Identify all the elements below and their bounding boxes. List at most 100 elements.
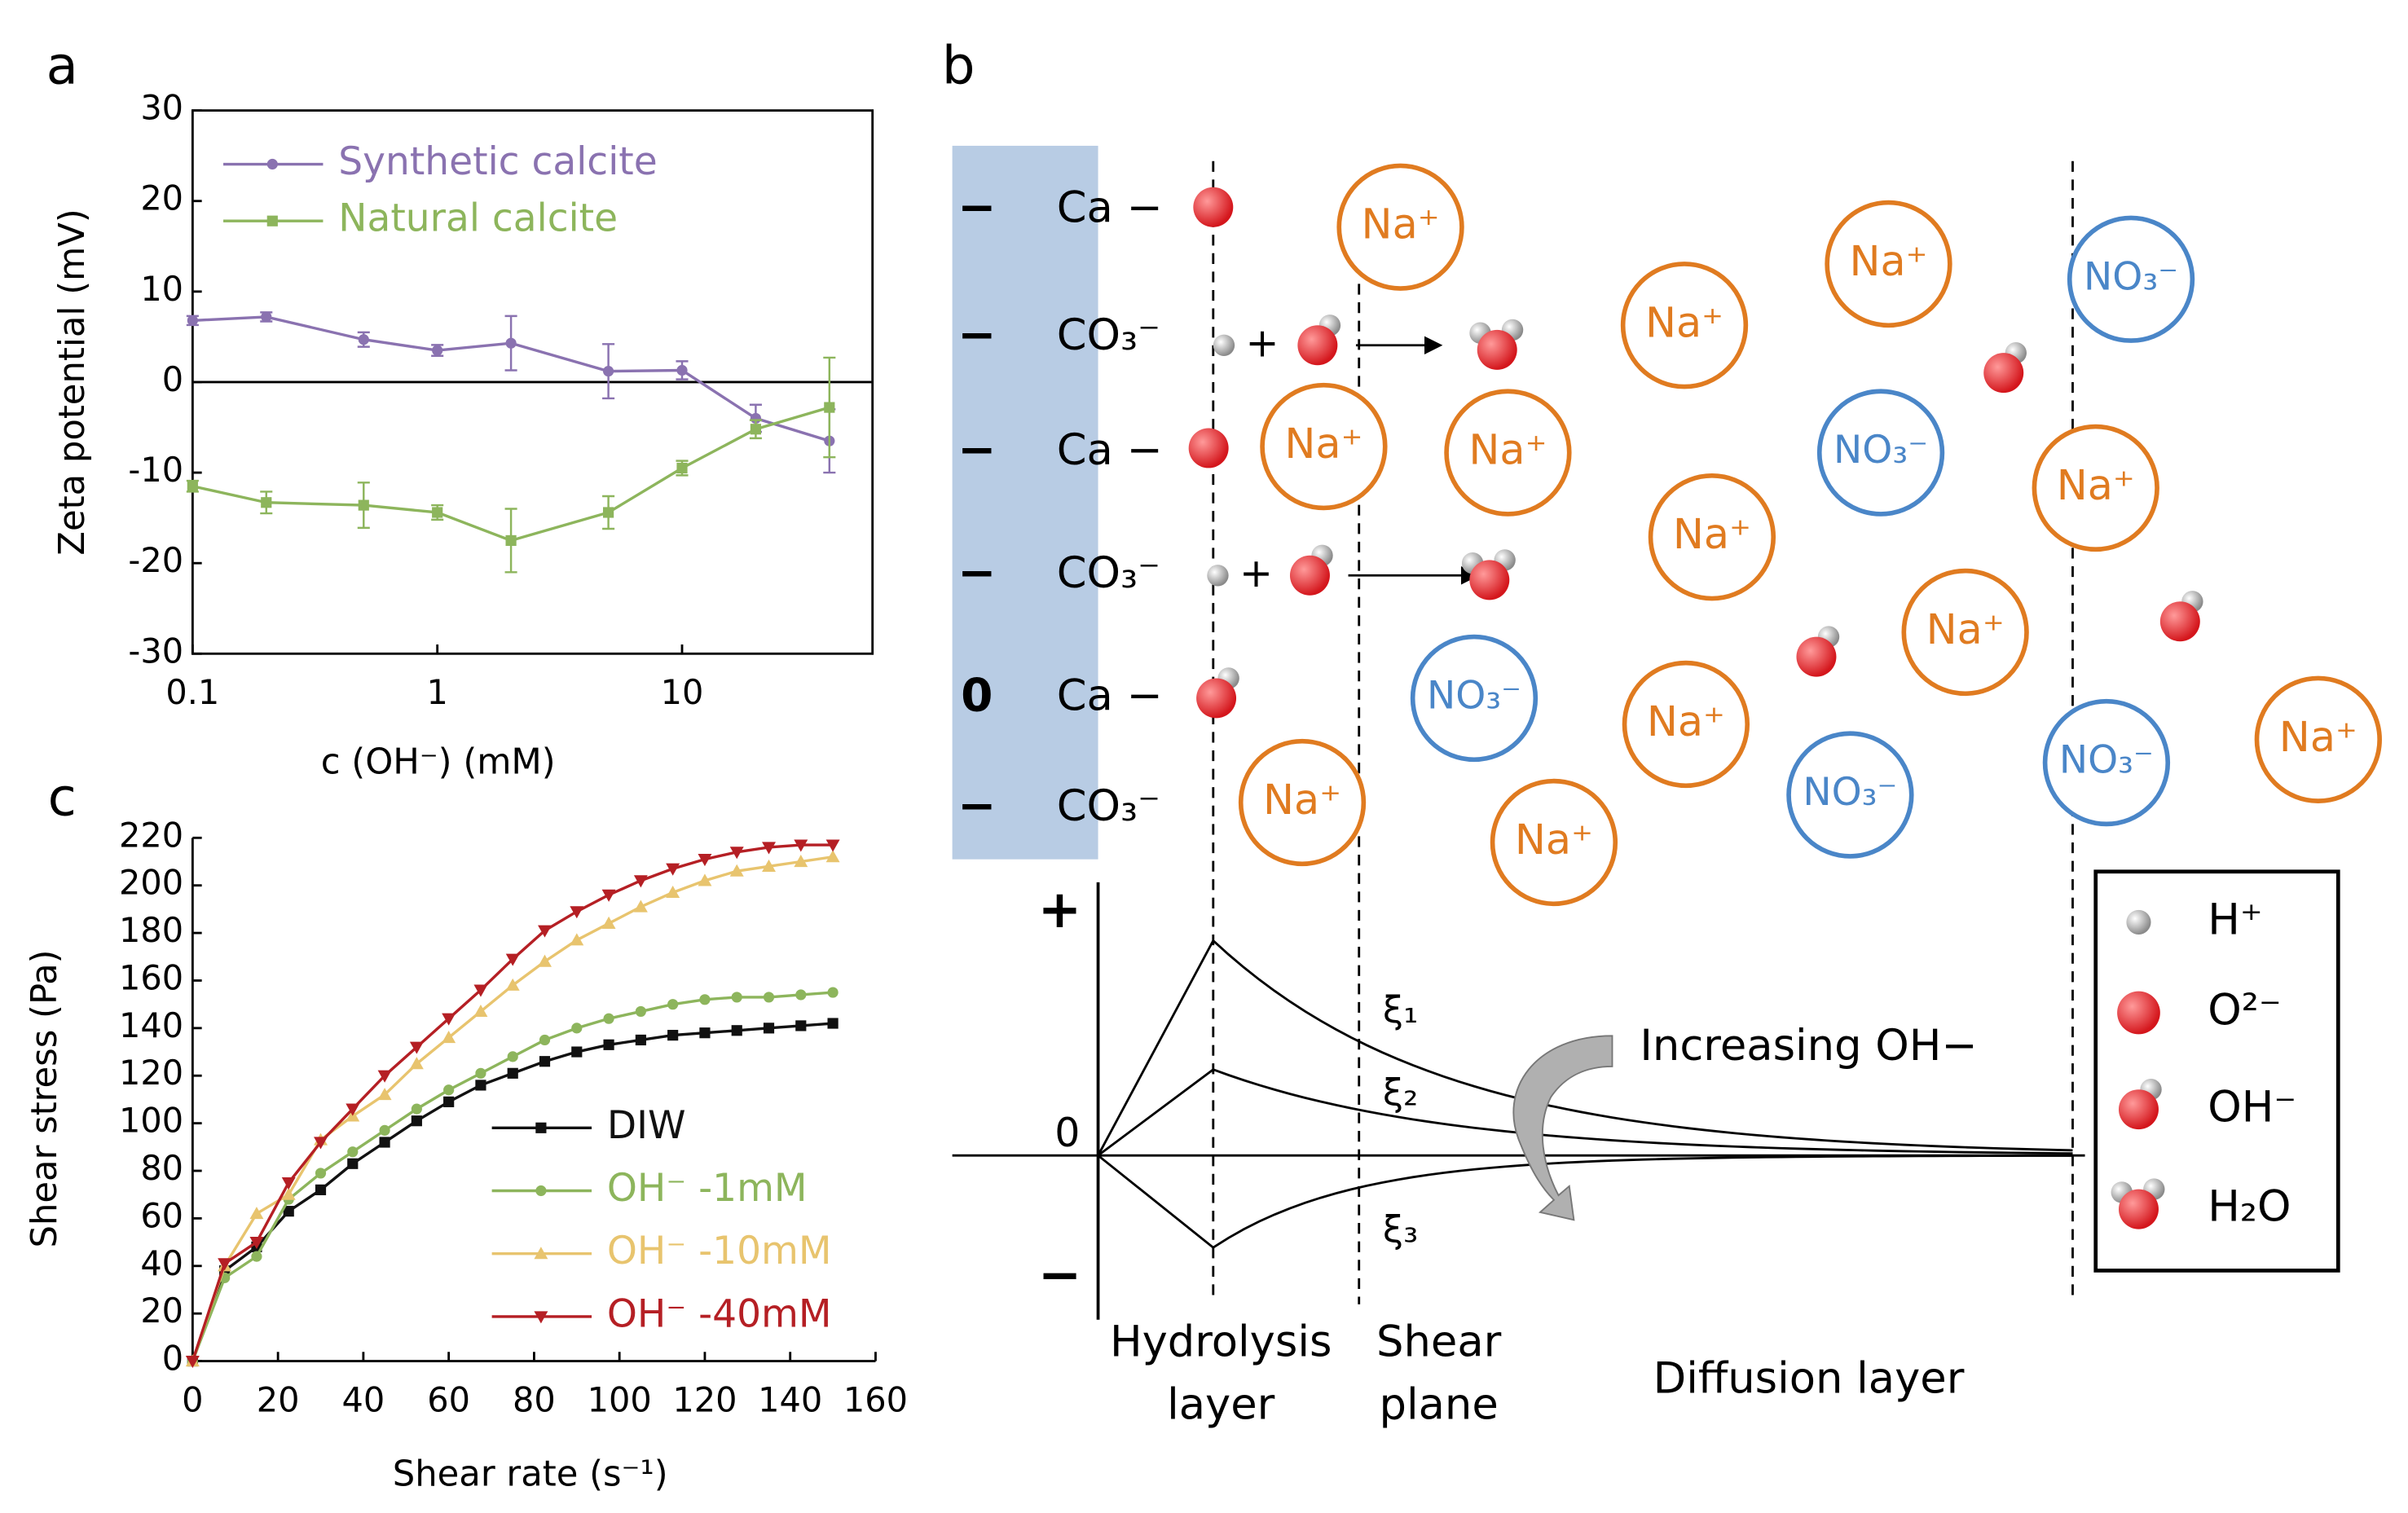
series-line bbox=[191, 843, 834, 1362]
data-point bbox=[432, 345, 443, 356]
oxygen-atom bbox=[1983, 353, 2024, 394]
ion-label: Na⁺ bbox=[1468, 426, 1547, 474]
data-point bbox=[731, 992, 742, 1003]
data-point bbox=[633, 899, 648, 913]
data-point bbox=[539, 1034, 551, 1046]
ion-label: Na⁺ bbox=[1926, 605, 2005, 653]
data-point bbox=[763, 992, 775, 1003]
data-point bbox=[603, 1013, 614, 1024]
ion-label: Na⁺ bbox=[2057, 461, 2135, 509]
x-tick-label: 80 bbox=[513, 1380, 556, 1419]
data-point bbox=[729, 847, 744, 860]
data-point bbox=[676, 462, 688, 474]
data-point bbox=[729, 864, 744, 877]
series-line bbox=[191, 855, 834, 1362]
data-point bbox=[603, 1039, 614, 1050]
layer-label: Shear bbox=[1376, 1317, 1502, 1366]
data-point bbox=[432, 507, 443, 518]
x-axis-label: Shear rate (s⁻¹) bbox=[393, 1454, 668, 1494]
data-point bbox=[698, 853, 712, 867]
x-tick-label: 60 bbox=[427, 1380, 470, 1419]
data-point bbox=[539, 1056, 551, 1067]
ion-circle bbox=[1816, 389, 1945, 517]
ion-label: NO₃⁻ bbox=[1834, 428, 1928, 473]
data-point bbox=[603, 366, 614, 377]
potential-curve bbox=[1097, 1068, 2073, 1157]
x-tick-label: 40 bbox=[342, 1380, 385, 1419]
y-axis-label: Shear stress (Pa) bbox=[24, 949, 65, 1247]
data-point bbox=[251, 1251, 262, 1262]
data-point bbox=[762, 859, 776, 872]
oxygen-atom bbox=[2117, 991, 2160, 1035]
legend-label: O²⁻ bbox=[2208, 986, 2281, 1036]
panel-label: a bbox=[46, 36, 78, 96]
ion-circle bbox=[1336, 163, 1464, 291]
x-tick-label: 120 bbox=[672, 1380, 737, 1419]
y-tick-label: 40 bbox=[140, 1244, 183, 1283]
data-point bbox=[377, 1070, 392, 1083]
data-point bbox=[358, 499, 369, 511]
data-point bbox=[411, 1115, 422, 1127]
x-tick-label: 10 bbox=[661, 673, 704, 712]
increasing-arrow bbox=[1512, 1035, 1613, 1221]
data-point bbox=[601, 916, 616, 930]
data-point bbox=[409, 1041, 424, 1054]
x-tick-label: 140 bbox=[758, 1380, 822, 1419]
data-point bbox=[795, 1020, 807, 1031]
data-point bbox=[473, 1004, 488, 1018]
data-point bbox=[535, 1122, 547, 1133]
data-point bbox=[442, 1031, 456, 1044]
data-point bbox=[699, 1027, 711, 1039]
surface-group: CO₃⁻ bbox=[1057, 548, 1160, 598]
legend-label: OH⁻ bbox=[2208, 1082, 2296, 1132]
data-point bbox=[635, 1034, 646, 1046]
layer-label: Hydrolysis bbox=[1110, 1317, 1332, 1366]
ion-circle bbox=[1238, 738, 1367, 867]
surface-group: Ca − bbox=[1057, 425, 1163, 475]
data-point bbox=[409, 1057, 424, 1070]
data-point bbox=[507, 1051, 518, 1062]
data-point bbox=[794, 855, 808, 868]
surface-slab bbox=[952, 145, 1098, 860]
y-tick-label: 30 bbox=[140, 89, 183, 128]
oxygen-atom bbox=[2159, 601, 2200, 642]
surface-group: CO₃⁻ bbox=[1057, 310, 1160, 360]
data-point bbox=[535, 1185, 547, 1197]
data-point bbox=[603, 507, 614, 518]
ion-circle bbox=[1260, 382, 1388, 511]
data-point bbox=[505, 534, 517, 547]
data-point bbox=[795, 989, 807, 1001]
ion-label: Na⁺ bbox=[1284, 420, 1362, 468]
data-point bbox=[827, 987, 839, 998]
panel-label: b bbox=[942, 36, 975, 96]
ion-circle bbox=[1622, 660, 1750, 789]
data-point bbox=[475, 1067, 486, 1079]
surface-charge: − bbox=[957, 780, 996, 833]
potential-sign: − bbox=[1038, 1245, 1082, 1305]
data-point bbox=[534, 1311, 548, 1324]
surface-charge: − bbox=[957, 424, 996, 477]
ion-label: Na⁺ bbox=[1515, 816, 1593, 864]
data-point bbox=[185, 1355, 200, 1369]
y-tick-label: 20 bbox=[140, 1291, 183, 1330]
potential-sign: 0 bbox=[1054, 1110, 1080, 1156]
ion-circle bbox=[2042, 698, 2171, 827]
data-point bbox=[346, 1103, 360, 1116]
data-point bbox=[571, 1046, 583, 1058]
panel-label: c bbox=[48, 768, 77, 829]
data-point bbox=[698, 873, 712, 886]
data-point bbox=[379, 1137, 390, 1148]
data-point bbox=[315, 1168, 327, 1179]
data-point bbox=[347, 1146, 359, 1158]
data-point bbox=[475, 1080, 486, 1091]
y-tick-label: 0 bbox=[162, 1339, 183, 1379]
curve-label: ξ₃ bbox=[1383, 1207, 1418, 1251]
data-point bbox=[635, 1005, 646, 1018]
hydrogen-atom bbox=[1207, 565, 1229, 587]
oxygen-atom bbox=[1796, 636, 1837, 677]
y-tick-label: 20 bbox=[140, 179, 183, 218]
legend-label: H⁺ bbox=[2208, 895, 2262, 945]
oxygen-atom bbox=[1469, 560, 1510, 600]
data-point bbox=[633, 875, 648, 888]
data-point bbox=[261, 311, 272, 323]
